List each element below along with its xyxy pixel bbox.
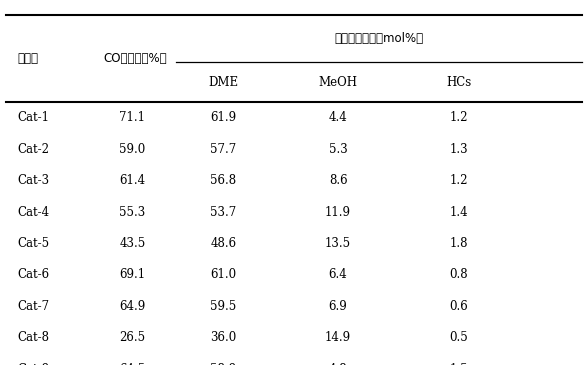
Text: 8.6: 8.6	[329, 174, 348, 187]
Text: 0.8: 0.8	[449, 268, 468, 281]
Text: 11.9: 11.9	[325, 205, 351, 219]
Text: Cat-4: Cat-4	[18, 205, 50, 219]
Text: 产物的选择性（mol%）: 产物的选择性（mol%）	[335, 32, 424, 45]
Text: 69.1: 69.1	[119, 268, 145, 281]
Text: 58.9: 58.9	[211, 362, 236, 365]
Text: Cat-1: Cat-1	[18, 111, 49, 124]
Text: Cat-5: Cat-5	[18, 237, 50, 250]
Text: Cat-3: Cat-3	[18, 174, 50, 187]
Text: 64.9: 64.9	[119, 300, 145, 313]
Text: 1.5: 1.5	[449, 362, 468, 365]
Text: 0.5: 0.5	[449, 331, 468, 344]
Text: 59.0: 59.0	[119, 143, 145, 156]
Text: 13.5: 13.5	[325, 237, 351, 250]
Text: CO转化率（%）: CO转化率（%）	[103, 52, 166, 65]
Text: 4.4: 4.4	[329, 111, 348, 124]
Text: 样品号: 样品号	[18, 52, 39, 65]
Text: Cat-6: Cat-6	[18, 268, 50, 281]
Text: 0.6: 0.6	[449, 300, 468, 313]
Text: 1.8: 1.8	[449, 237, 468, 250]
Text: 56.8: 56.8	[211, 174, 236, 187]
Text: 6.9: 6.9	[329, 300, 348, 313]
Text: 61.9: 61.9	[211, 111, 236, 124]
Text: 36.0: 36.0	[211, 331, 236, 344]
Text: 14.9: 14.9	[325, 331, 351, 344]
Text: 1.2: 1.2	[449, 111, 468, 124]
Text: Cat-8: Cat-8	[18, 331, 49, 344]
Text: DME: DME	[208, 76, 239, 89]
Text: 61.0: 61.0	[211, 268, 236, 281]
Text: 43.5: 43.5	[119, 237, 145, 250]
Text: Cat-7: Cat-7	[18, 300, 50, 313]
Text: 71.1: 71.1	[119, 111, 145, 124]
Text: 5.3: 5.3	[329, 143, 348, 156]
Text: 64.5: 64.5	[119, 362, 145, 365]
Text: 48.6: 48.6	[211, 237, 236, 250]
Text: Cat-9: Cat-9	[18, 362, 50, 365]
Text: 57.7: 57.7	[211, 143, 236, 156]
Text: 59.5: 59.5	[211, 300, 236, 313]
Text: 1.2: 1.2	[449, 174, 468, 187]
Text: Cat-2: Cat-2	[18, 143, 49, 156]
Text: 55.3: 55.3	[119, 205, 145, 219]
Text: 6.4: 6.4	[329, 268, 348, 281]
Text: 26.5: 26.5	[119, 331, 145, 344]
Text: 1.3: 1.3	[449, 143, 468, 156]
Text: 1.4: 1.4	[449, 205, 468, 219]
Text: 4.8: 4.8	[329, 362, 348, 365]
Text: MeOH: MeOH	[319, 76, 358, 89]
Text: 53.7: 53.7	[211, 205, 236, 219]
Text: 61.4: 61.4	[119, 174, 145, 187]
Text: HCs: HCs	[446, 76, 471, 89]
